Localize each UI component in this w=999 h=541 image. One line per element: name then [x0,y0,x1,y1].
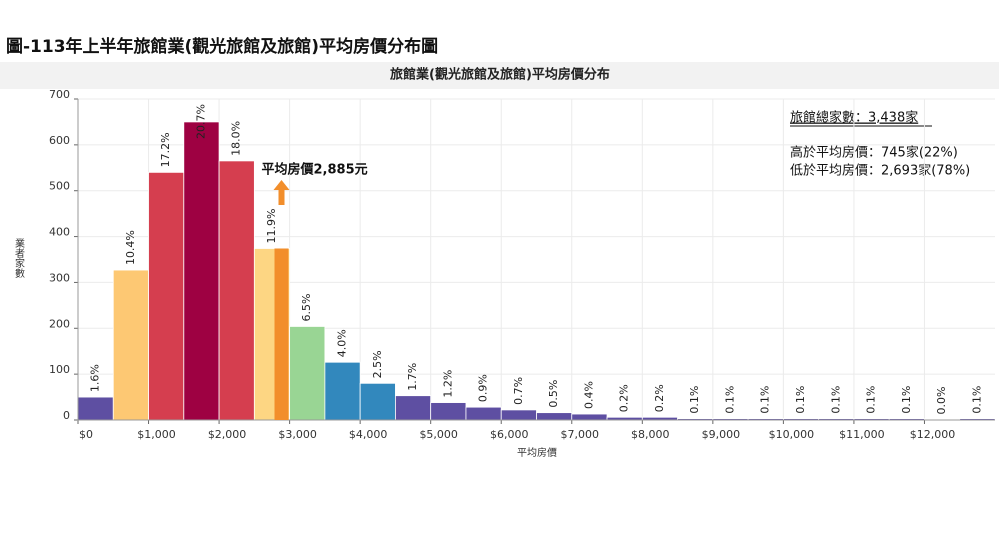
x-tick-label: $0 [79,428,93,441]
x-tick-label: $7,000 [561,428,600,441]
bar-label: 0.1% [759,386,772,414]
y-tick-label: 300 [49,271,70,284]
x-axis-label: 平均房價 [517,446,557,459]
bar-label: 0.7% [512,377,525,405]
x-tick-label: $12,000 [910,428,956,441]
y-tick-label: 500 [49,180,70,193]
bar [465,406,502,421]
bar [148,171,185,421]
bar-label: 0.1% [900,386,913,414]
x-tick-label: $4,000 [349,428,388,441]
bar-label: 0.1% [865,386,878,414]
bar-label: 0.1% [723,386,736,414]
bar-label: 0.2% [653,384,666,412]
y-tick-label: 600 [49,134,70,147]
bar-label: 1.2% [441,370,454,398]
x-tick-label: $1,000 [137,428,176,441]
bar [395,395,432,421]
y-tick-label: 700 [49,88,70,101]
y-tick-label: 200 [49,317,70,330]
x-tick-label: $6,000 [490,428,529,441]
y-tick-label: 0 [63,409,70,422]
chart-title: 旅館業(觀光旅館及旅館)平均房價分布 [390,67,610,83]
bar-label: 6.5% [300,293,313,321]
bar [289,326,326,421]
bar [500,409,537,421]
mean-label: 平均房價2,885元 [262,162,368,178]
bar [112,269,149,421]
x-tick-label: $5,000 [419,428,458,441]
bar-label: 1.6% [89,364,102,392]
bar-label: 0.9% [477,374,490,402]
x-tick-label: $8,000 [631,428,670,441]
bar [536,412,573,421]
bar-label: 0.1% [688,386,701,414]
bar-label: 0.1% [829,386,842,414]
y-axis-label: 業者家數 [13,237,25,279]
title-band [0,62,999,89]
page-title: 圖-113年上半年旅館業(觀光旅館及旅館)平均房價分布圖 [6,36,438,57]
bar-label: 10.4% [124,230,137,265]
bar-label: 18.0% [230,121,243,156]
above-note: 高於平均房價：745家(22%) [790,145,958,161]
bar [77,396,114,421]
y-tick-label: 100 [49,363,70,376]
x-tick-label: $9,000 [702,428,741,441]
bar-label: 0.5% [547,380,560,408]
bar [430,402,467,421]
x-tick-label: $3,000 [278,428,317,441]
bar [183,121,220,421]
bar-label: 0.1% [794,386,807,414]
bar-label: 0.0% [935,387,948,415]
bar [359,382,396,421]
mean-arrow [273,180,290,205]
bar [571,413,608,421]
bar-label: 20.7% [194,104,207,139]
bar-label: 0.2% [618,384,631,412]
bar-label: 0.4% [582,381,595,409]
mean-bar [274,248,289,420]
below-note: 低於平均房價：2,693家(78%) [790,163,970,179]
bar [324,361,361,421]
bar-label: 1.7% [406,363,419,391]
bar-label: 11.9% [265,209,278,244]
bar-label: 4.0% [336,329,349,357]
bar-label: 0.1% [970,386,983,414]
x-tick-label: $10,000 [769,428,815,441]
x-tick-label: $11,000 [839,428,885,441]
x-tick-label: $2,000 [208,428,247,441]
y-tick-label: 400 [49,226,70,239]
bar-label: 17.2% [159,132,172,167]
bar-label: 2.5% [371,350,384,378]
bar [218,160,255,421]
